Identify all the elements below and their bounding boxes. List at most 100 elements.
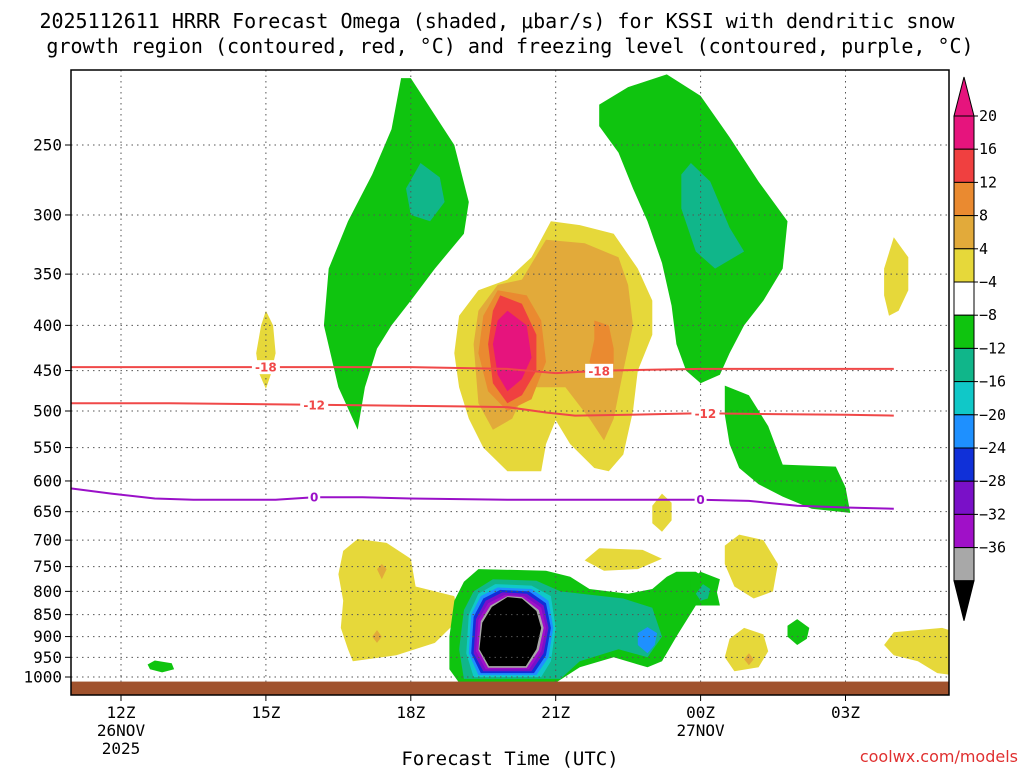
colorbar-bin-0: [953, 115, 975, 150]
contour-label-bg-freezing-level-zero-0: [308, 490, 321, 505]
colorbar-tick-label-6: −8: [979, 306, 997, 324]
y-tick-label-550: 550: [33, 438, 62, 457]
contour-label-dgz-upper-minus18-1: -18: [588, 364, 610, 378]
contour-label-bg-freezing-level-zero-1: [694, 492, 707, 507]
shade-gold-low-17z-b: [372, 630, 382, 643]
contour-dgz-lower-minus12: [71, 402, 894, 417]
credit-text: coolwx.com/models: [860, 747, 1018, 766]
colorbar-tick-label-8: −16: [979, 373, 1006, 391]
shade-yellow-low-right: [724, 534, 778, 599]
shade-yellow-low-17z: [338, 539, 460, 662]
x-tick-label-03Z: 03Z: [831, 703, 860, 722]
shade-gold-low-17z-a: [377, 564, 387, 580]
shade-teal-aloft-right: [681, 163, 745, 269]
colorbar-tick-label-9: −20: [979, 406, 1006, 424]
colorbar-bin-7: [953, 347, 975, 383]
colorbar-bin-9: [953, 414, 975, 449]
contour-label-dgz-lower-minus12-0: -12: [303, 398, 325, 412]
colorbar-tick-label-5: −4: [979, 273, 997, 291]
y-tick-label-400: 400: [33, 316, 62, 335]
ground-layer: [71, 681, 949, 695]
shade-green-aloft-left: [323, 78, 469, 430]
colorbar-bin-11: [953, 480, 975, 515]
shade-yellow-small-right: [884, 237, 909, 316]
y-tick-label-850: 850: [33, 605, 62, 624]
shade-yellow-small-650: [652, 493, 672, 532]
gridlines: [71, 70, 949, 695]
contour-dgz-upper-minus18: [71, 366, 894, 375]
colorbar-bin-2: [953, 181, 975, 217]
colorbar-bin-6: [953, 314, 975, 349]
shade-teal-aloft-left: [406, 163, 445, 222]
colorbar-tick-label-13: −36: [979, 539, 1006, 557]
y-tick-label-1000: 1000: [23, 668, 62, 687]
y-tick-label-300: 300: [33, 205, 62, 224]
colorbar-bin-12: [953, 513, 975, 549]
plot-area: -18 -18 -12 -12 0 0: [71, 70, 949, 695]
y-tick-label-900: 900: [33, 627, 62, 646]
colorbar-tick-label-10: −24: [979, 439, 1006, 457]
plot-frame: [70, 69, 950, 696]
contour-freezing-level-zero: [71, 487, 894, 510]
shade-green-small-13z: [147, 660, 175, 673]
contour-label-bg-dgz-upper-minus18-0: [251, 360, 280, 375]
contour-label-bg-dgz-lower-minus12-0: [300, 397, 329, 412]
colorbar-tick-label-2: 12: [979, 173, 997, 191]
contour-label-bg-dgz-lower-minus12-1: [691, 406, 720, 421]
contour-label-bg-dgz-upper-minus18-1: [585, 363, 614, 378]
shade-gold-low-2z: [744, 653, 754, 666]
x-tick-year-12Z: 2025: [102, 739, 141, 758]
contour-label-freezing-level-zero-0: 0: [310, 491, 318, 505]
colorbar-tick-label-0: 20: [979, 107, 997, 125]
x-tick-label-18Z: 18Z: [396, 703, 425, 722]
y-tick-label-350: 350: [33, 265, 62, 284]
shade-teal-low-right: [695, 584, 711, 601]
colorbar-tick-label-4: 4: [979, 240, 988, 258]
colorbar-tick-label-11: −28: [979, 472, 1006, 490]
contour-label-dgz-upper-minus18-0: -18: [255, 361, 277, 375]
chart-title-line-2: growth region (contoured, red, °C) and f…: [46, 34, 973, 58]
y-tick-label-750: 750: [33, 557, 62, 576]
colorbar-tick-label-7: −12: [979, 339, 1006, 357]
colorbar-bin-10: [953, 447, 975, 482]
y-axis: 250 300 350 400 450 500 550 600 650 700 750 800 850 9…: [23, 136, 71, 687]
y-tick-label-600: 600: [33, 471, 62, 490]
shade-yellow-low-far-right: [884, 627, 949, 675]
shade-green-mid-right: [724, 385, 851, 513]
colorbar-tick-label-3: 8: [979, 207, 988, 225]
shade-green-small-2z: [787, 619, 810, 645]
x-tick-date-00Z: 27NOV: [677, 721, 726, 740]
ground-fill: [71, 681, 949, 695]
colorbar-bin-3: [953, 215, 975, 250]
colorbar-bin-4: [953, 248, 975, 283]
x-tick-date-12Z: 26NOV: [97, 721, 146, 740]
y-tick-label-950: 950: [33, 648, 62, 667]
colorbar-tick-label-1: 16: [979, 140, 997, 158]
chart-title-line-1: 2025112611 HRRR Forecast Omega (shaded, …: [39, 9, 955, 33]
x-tick-label-12Z: 12Z: [107, 703, 136, 722]
contour-label-freezing-level-zero-1: 0: [696, 493, 704, 507]
colorbar-tick-label-12: −32: [979, 505, 1006, 523]
y-tick-label-700: 700: [33, 531, 62, 550]
contour-label-dgz-lower-minus12-1: -12: [695, 407, 717, 421]
x-tick-label-15Z: 15Z: [251, 703, 280, 722]
colorbar-bin-1: [953, 148, 975, 183]
x-tick-label-00Z: 00Z: [686, 703, 715, 722]
y-tick-label-800: 800: [33, 582, 62, 601]
colorbar-bin-8: [953, 381, 975, 416]
y-tick-label-500: 500: [33, 402, 62, 421]
colorbar-bin-5: [953, 281, 975, 316]
y-tick-label-650: 650: [33, 502, 62, 521]
contour-lines: -18 -18 -12 -12 0 0: [71, 360, 894, 510]
colorbar-bin-13: [953, 547, 975, 582]
shade-blue-low-right: [637, 627, 658, 654]
colorbar-top-arrow: [953, 76, 975, 117]
shade-yellow-low-2z: [724, 627, 769, 672]
x-axis-title: Forecast Time (UTC): [401, 748, 618, 768]
y-tick-label-450: 450: [33, 361, 62, 380]
colorbar: 20 16 12 8 4 −4 −8 −12 −16 −20 −24 −28 −32 −36: [953, 76, 1006, 621]
shade-yellow-low-mid: [584, 548, 662, 571]
shade-yellow-small-15z: [256, 310, 276, 389]
